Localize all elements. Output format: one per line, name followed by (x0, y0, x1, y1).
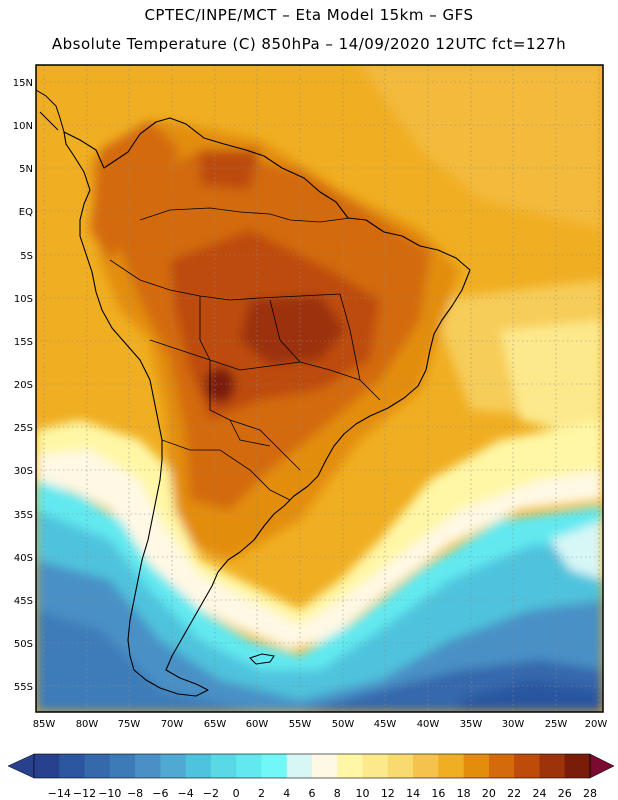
colorbar-label: 16 (431, 787, 445, 800)
colorbar-label: 6 (309, 787, 316, 800)
colorbar-swatch (463, 754, 490, 778)
lon-label: 70W (161, 719, 184, 730)
colorbar-frame (33, 753, 591, 779)
colorbar-swatch (59, 754, 86, 778)
colorbar-label: −10 (98, 787, 121, 800)
lon-label: 20W (585, 719, 608, 730)
colorbar-over-arrow (589, 753, 615, 779)
south-america-coastline (63, 117, 471, 697)
colorbar-label: −12 (73, 787, 96, 800)
lat-label: 5N (19, 164, 33, 175)
colorbar-label: −4 (178, 787, 194, 800)
lat-label: 45S (14, 596, 33, 607)
colorbar-label: 28 (583, 787, 597, 800)
lon-label: 75W (118, 719, 141, 730)
temperature-field (36, 65, 603, 712)
longitude-labels: 85W 80W 75W 70W 65W 60W 55W 50W 45W 40W … (33, 719, 608, 730)
lon-label: 60W (246, 719, 269, 730)
lon-label: 45W (374, 719, 397, 730)
colorbar-swatch (34, 754, 60, 778)
lon-label: 80W (76, 719, 99, 730)
colorbar-swatch (387, 754, 414, 778)
colorbar-swatch (564, 754, 591, 778)
lon-label: 25W (545, 719, 568, 730)
colorbar-swatch (488, 754, 515, 778)
lon-label: 55W (289, 719, 312, 730)
colorbar-swatch (362, 754, 389, 778)
colorbar: −14 −12 −10 −8 −6 −4 −2 0 2 4 6 8 10 12 14 16 18 20 22 24 26… (7, 753, 615, 800)
colorbar-swatch (236, 754, 262, 778)
lat-label: 15N (13, 78, 33, 89)
lon-label: 85W (33, 719, 56, 730)
lat-label: EQ (19, 207, 33, 218)
lat-label: 30S (14, 466, 33, 477)
lon-label: 50W (332, 719, 355, 730)
latitude-labels: 15N 10N 5N EQ 5S 10S 15S 20S 25S 30S 35S… (13, 78, 33, 693)
lat-label: 25S (14, 423, 33, 434)
lon-label: 40W (417, 719, 440, 730)
colorbar-label: 2 (258, 787, 265, 800)
colorbar-label: 14 (406, 787, 420, 800)
colorbar-swatch (413, 754, 439, 778)
falklands (249, 653, 275, 665)
lat-label: 35S (14, 510, 33, 521)
chart-title-line-2: Absolute Temperature (C) 850hPa – 14/09/… (51, 35, 567, 53)
colorbar-label: 10 (356, 787, 370, 800)
colorbar-under-arrow (7, 753, 35, 779)
lat-label: 50S (14, 639, 33, 650)
colorbar-label: 22 (507, 787, 521, 800)
lat-label: 40S (14, 553, 33, 564)
chart-title-line-1: CPTEC/INPE/MCT – Eta Model 15km – GFS (144, 6, 474, 24)
graticule (36, 65, 603, 712)
colorbar-label: −2 (203, 787, 219, 800)
lat-label: 5S (20, 251, 33, 262)
colorbar-swatch (160, 754, 187, 778)
lon-label: 30W (502, 719, 525, 730)
colorbar-swatch (84, 754, 111, 778)
colorbar-label: −8 (127, 787, 143, 800)
colorbar-swatch (312, 754, 338, 778)
central-america-coastline (36, 89, 65, 133)
country-borders (109, 207, 381, 501)
colorbar-swatch (539, 754, 566, 778)
colorbar-swatch (337, 754, 364, 778)
colorbar-label: 20 (482, 787, 496, 800)
lat-label: 15S (14, 337, 33, 348)
colorbar-label: 24 (532, 787, 546, 800)
lat-label: 10S (14, 294, 33, 305)
colorbar-swatch (286, 754, 313, 778)
colorbar-label: 12 (381, 787, 395, 800)
colorbar-label: 0 (233, 787, 240, 800)
colorbar-swatch (514, 754, 540, 778)
colorbar-label: 8 (334, 787, 341, 800)
lat-label: 20S (14, 380, 33, 391)
colorbar-label: −6 (152, 787, 168, 800)
colorbar-label: 4 (283, 787, 290, 800)
colorbar-swatch (210, 754, 237, 778)
lat-label: 10N (13, 121, 33, 132)
colorbar-label: 18 (457, 787, 471, 800)
colorbar-label: −14 (48, 787, 71, 800)
colorbar-swatch (185, 754, 212, 778)
map-frame (35, 64, 604, 713)
colorbar-swatch (135, 754, 161, 778)
colorbar-label: 26 (558, 787, 572, 800)
colorbar-swatch (438, 754, 465, 778)
lon-label: 35W (460, 719, 483, 730)
lon-label: 65W (204, 719, 227, 730)
colorbar-swatch (109, 754, 136, 778)
colorbar-swatch (261, 754, 288, 778)
lat-label: 55S (14, 682, 33, 693)
